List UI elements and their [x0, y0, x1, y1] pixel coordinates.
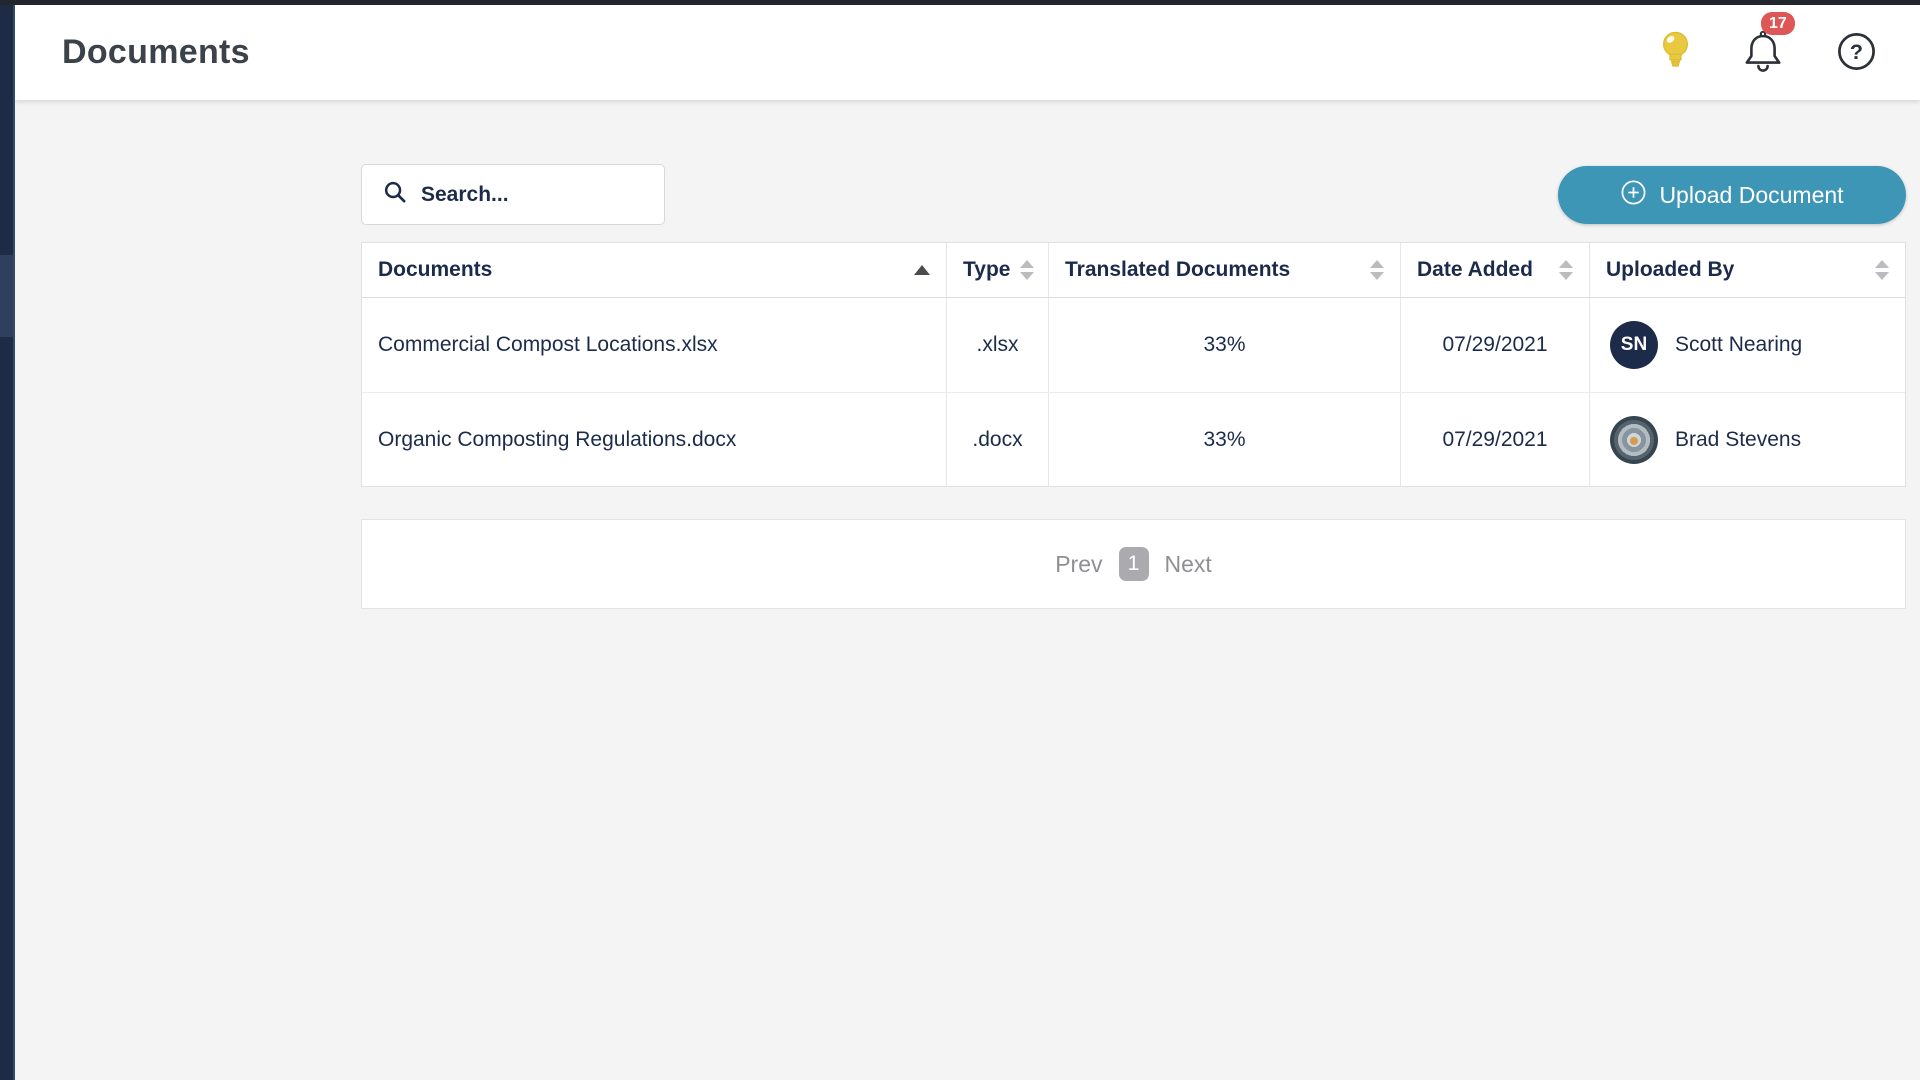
next-page-button[interactable]: Next — [1164, 550, 1212, 577]
lightbulb-icon — [1660, 30, 1691, 76]
page-header: Documents — [15, 5, 1920, 100]
search-box[interactable] — [361, 164, 665, 225]
document-type-cell: .docx — [947, 393, 1049, 486]
uploaded-by-cell: Brad Stevens — [1590, 393, 1905, 486]
column-header-type[interactable]: Type — [947, 243, 1049, 297]
pagination-bar: Prev 1 Next — [361, 519, 1906, 609]
sidebar-active-indicator — [0, 255, 13, 337]
uploader-name: Brad Stevens — [1675, 427, 1802, 451]
search-input[interactable] — [421, 182, 641, 207]
uploader-name: Scott Nearing — [1675, 333, 1803, 356]
document-name-cell: Commercial Compost Locations.xlsx — [362, 298, 947, 392]
notification-count-badge: 17 — [1761, 12, 1795, 35]
upload-document-label: Upload Document — [1659, 181, 1844, 208]
tips-button[interactable] — [1660, 30, 1691, 76]
column-header-translated-documents[interactable]: Translated Documents — [1049, 243, 1401, 297]
sort-ascending-icon — [914, 265, 930, 275]
window-top-edge — [0, 0, 1920, 5]
notifications-button[interactable]: 17 — [1741, 12, 1795, 77]
prev-page-button[interactable]: Prev — [1055, 550, 1103, 577]
plus-circle-icon — [1620, 179, 1647, 212]
sort-icon — [1370, 260, 1384, 280]
svg-text:?: ? — [1850, 39, 1863, 63]
avatar: SN — [1610, 321, 1658, 369]
page-title: Documents — [62, 33, 250, 71]
sort-icon — [1020, 260, 1035, 280]
sort-icon — [1559, 260, 1573, 280]
sort-icon — [1875, 260, 1889, 280]
upload-document-button[interactable]: Upload Document — [1558, 166, 1906, 224]
avatar-photo — [1610, 415, 1658, 464]
current-page-button[interactable]: 1 — [1118, 547, 1149, 581]
documents-table: Documents Type Translated Documents Date… — [361, 242, 1906, 487]
document-name-cell: Organic Composting Regulations.docx — [362, 393, 947, 486]
uploaded-by-cell: SN Scott Nearing — [1590, 298, 1905, 392]
column-header-uploaded-by[interactable]: Uploaded By — [1590, 243, 1905, 297]
date-added-cell: 07/29/2021 — [1401, 298, 1590, 392]
date-added-cell: 07/29/2021 — [1401, 393, 1590, 486]
help-button[interactable]: ? — [1835, 30, 1878, 76]
question-circle-icon: ? — [1835, 30, 1878, 76]
column-header-documents[interactable]: Documents — [362, 243, 947, 297]
table-row[interactable]: Commercial Compost Locations.xlsx .xlsx … — [362, 298, 1905, 392]
collapsed-sidebar — [0, 5, 15, 1080]
table-row[interactable]: Organic Composting Regulations.docx .doc… — [362, 392, 1905, 486]
search-icon — [383, 180, 408, 210]
header-actions: 17 ? — [1660, 12, 1878, 77]
column-header-date-added[interactable]: Date Added — [1401, 243, 1590, 297]
bell-icon — [1741, 28, 1785, 77]
document-type-cell: .xlsx — [947, 298, 1049, 392]
translated-percent-cell: 33% — [1049, 393, 1401, 486]
table-header-row: Documents Type Translated Documents Date… — [362, 243, 1905, 298]
translated-percent-cell: 33% — [1049, 298, 1401, 392]
